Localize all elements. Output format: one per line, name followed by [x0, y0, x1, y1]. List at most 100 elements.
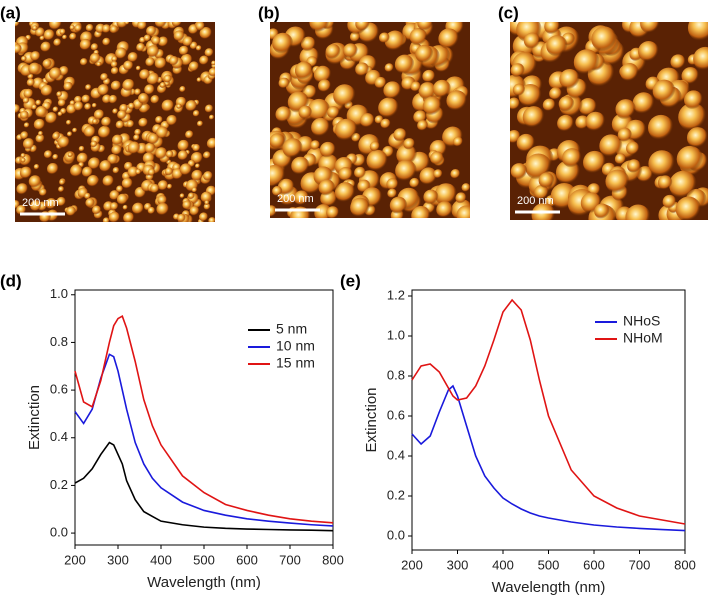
grain: [57, 111, 63, 117]
grain: [318, 79, 332, 93]
grain: [45, 112, 58, 125]
grain: [57, 98, 67, 108]
grain: [109, 25, 119, 34]
afm-image: 200 nm: [510, 22, 708, 220]
grain: [19, 166, 33, 180]
line-series: [74, 353, 334, 527]
y-tick-label: 0.6: [387, 407, 405, 422]
grain: [26, 78, 36, 87]
y-tick-label: 0.2: [50, 477, 68, 492]
grain: [28, 175, 42, 189]
grain: [384, 30, 406, 52]
grain: [632, 92, 655, 115]
grain: [189, 206, 200, 217]
grain: [134, 128, 142, 136]
grain: [74, 24, 83, 33]
x-tick-label: 600: [236, 552, 258, 567]
afm-texture: [510, 22, 708, 220]
grain: [179, 193, 185, 199]
grain: [144, 84, 155, 96]
scale-bar-label: 200 nm: [277, 193, 314, 205]
grain: [204, 104, 214, 114]
grain: [159, 82, 166, 89]
grain: [620, 63, 639, 82]
grain: [48, 67, 62, 81]
grain: [115, 120, 125, 130]
grain: [147, 168, 156, 177]
grain: [112, 108, 119, 115]
grain: [23, 88, 34, 99]
grain: [355, 62, 370, 77]
scale-bar-label: 200 nm: [517, 195, 554, 207]
grain: [146, 25, 157, 37]
grain: [147, 133, 160, 145]
grain: [33, 164, 40, 170]
grain: [335, 118, 358, 142]
grain: [97, 84, 110, 97]
y-tick-label: 0.4: [50, 429, 68, 444]
grain: [594, 203, 610, 220]
grain: [192, 143, 201, 152]
afm-texture: [15, 22, 215, 222]
grain: [147, 206, 156, 215]
grain: [355, 22, 370, 32]
y-tick-label: 0.2: [387, 487, 405, 502]
grain: [117, 110, 127, 120]
y-tick-label: 0.6: [50, 382, 68, 397]
x-axis-label: Wavelength (nm): [147, 574, 261, 591]
grain: [115, 47, 128, 60]
grain: [585, 111, 606, 132]
grain: [270, 164, 286, 187]
grain: [417, 120, 429, 132]
grain: [20, 110, 30, 120]
grain: [450, 169, 461, 180]
grain: [157, 180, 169, 191]
grain: [179, 86, 186, 93]
grain: [138, 93, 150, 105]
grain: [409, 28, 428, 46]
grain: [28, 62, 42, 76]
line-series: [74, 315, 334, 524]
grain: [102, 175, 115, 187]
grain: [203, 171, 214, 182]
grain: [15, 22, 20, 27]
y-tick-label: 0.8: [387, 367, 405, 382]
grain: [116, 185, 124, 193]
grain: [102, 217, 110, 222]
grain: [319, 141, 336, 158]
grain: [56, 91, 63, 98]
grain: [278, 77, 290, 89]
grain: [43, 29, 55, 41]
grain: [52, 153, 59, 160]
grain: [39, 188, 48, 197]
grain: [150, 95, 160, 105]
grain: [282, 138, 303, 159]
grain: [16, 183, 29, 196]
grain: [35, 106, 48, 119]
grain: [209, 114, 215, 120]
grain: [96, 61, 102, 67]
grain: [195, 22, 206, 31]
grain: [163, 74, 172, 84]
grain: [191, 187, 198, 193]
grain: [151, 36, 161, 46]
grain: [185, 100, 198, 112]
grain: [40, 41, 52, 53]
x-tick-label: 600: [583, 557, 605, 572]
grain: [135, 168, 142, 175]
x-tick-label: 200: [401, 557, 423, 572]
grain: [137, 22, 147, 31]
grain: [35, 133, 45, 144]
grain: [434, 183, 458, 206]
grain: [318, 179, 336, 197]
grain: [177, 139, 190, 152]
grain: [195, 45, 202, 52]
y-tick-label: 0.0: [50, 525, 68, 540]
grain: [169, 55, 179, 66]
grain: [640, 22, 661, 34]
grain: [178, 45, 190, 56]
grain: [652, 79, 676, 103]
grain: [30, 200, 42, 212]
grain: [66, 131, 73, 137]
grain: [542, 98, 556, 112]
